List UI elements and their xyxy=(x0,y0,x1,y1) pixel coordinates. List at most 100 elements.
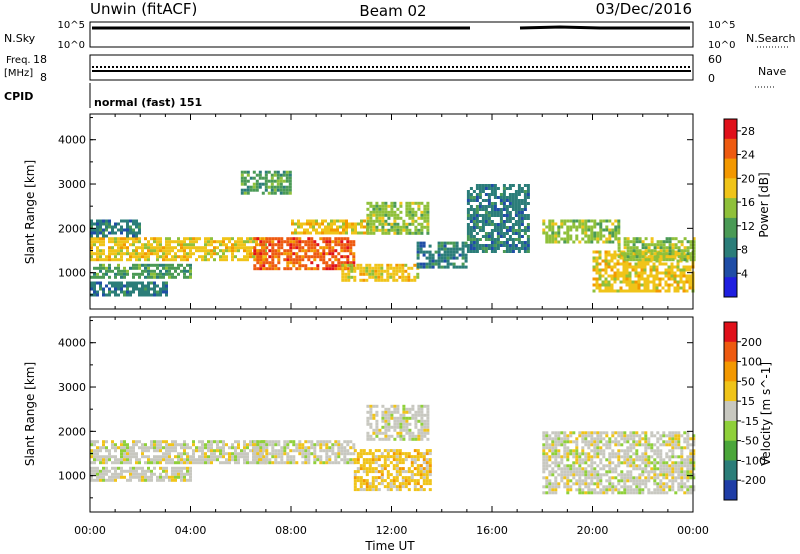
heatmap-cell xyxy=(237,246,240,250)
heatmap-cell xyxy=(249,249,252,253)
heatmap-cell xyxy=(557,443,561,447)
heatmap-cell xyxy=(341,263,345,267)
heatmap-cell xyxy=(401,458,405,462)
heatmap-cell xyxy=(420,416,424,420)
heatmap-cell xyxy=(195,246,198,250)
heatmap-cell xyxy=(469,232,473,235)
heatmap-cell xyxy=(505,226,509,229)
heatmap-cell xyxy=(271,261,275,265)
heatmap-cell xyxy=(243,443,246,447)
heatmap-cell xyxy=(304,446,308,450)
heatmap-cell xyxy=(325,252,329,256)
heatmap-cell xyxy=(276,185,280,189)
heatmap-cell xyxy=(120,228,123,232)
heatmap-region xyxy=(291,219,369,235)
heatmap-cell xyxy=(153,449,156,453)
heatmap-cell xyxy=(584,234,588,238)
heatmap-cell xyxy=(393,219,397,223)
heatmap-cell xyxy=(490,202,494,205)
heatmap-cell xyxy=(225,246,228,250)
heatmap-cell xyxy=(566,464,570,468)
heatmap-cell xyxy=(393,210,397,214)
heatmap-cell xyxy=(590,449,594,453)
heatmap-cell xyxy=(487,202,491,205)
heatmap-cell xyxy=(96,252,99,256)
heatmap-cell xyxy=(380,278,384,282)
heatmap-cell xyxy=(688,274,692,278)
heatmap-cell xyxy=(689,449,693,453)
heatmap-cell xyxy=(171,249,174,253)
heatmap-cell xyxy=(150,287,153,291)
heatmap-cell xyxy=(277,243,281,247)
heatmap-cell xyxy=(614,452,618,456)
heatmap-cell xyxy=(688,265,692,269)
heatmap-cell xyxy=(644,443,648,447)
heatmap-cell xyxy=(587,443,591,447)
heatmap-cell xyxy=(420,216,424,220)
heatmap-cell xyxy=(662,249,666,253)
heatmap-cell xyxy=(268,461,272,465)
heatmap-cell xyxy=(401,482,405,486)
heatmap-cell xyxy=(374,485,378,489)
heatmap-cell xyxy=(671,237,675,241)
heatmap-cell xyxy=(141,255,144,259)
heatmap-cell xyxy=(626,252,630,256)
heatmap-cell xyxy=(569,431,573,435)
heatmap-cell xyxy=(575,446,579,450)
heatmap-cell xyxy=(174,275,177,279)
heatmap-cell xyxy=(578,467,582,471)
heatmap-cell xyxy=(655,265,659,269)
heatmap-cell xyxy=(366,201,370,205)
heatmap-cell xyxy=(659,443,663,447)
heatmap-cell xyxy=(683,464,687,468)
heatmap-cell xyxy=(165,458,168,462)
heatmap-cell xyxy=(608,470,612,474)
heatmap-cell xyxy=(168,452,171,456)
heatmap-cell xyxy=(426,416,430,420)
heatmap-cell xyxy=(620,461,624,465)
heatmap-cell xyxy=(478,190,482,193)
heatmap-cell xyxy=(395,272,399,276)
heatmap-cell xyxy=(614,225,618,229)
heatmap-cell xyxy=(102,461,105,465)
heatmap-cell xyxy=(343,243,347,247)
heatmap-cell xyxy=(201,246,204,250)
heatmap-cell xyxy=(369,437,373,441)
heatmap-cell xyxy=(328,446,332,450)
heatmap-cell xyxy=(587,464,591,468)
heatmap-cell xyxy=(138,281,141,285)
heatmap-cell xyxy=(416,265,420,269)
heatmap-cell xyxy=(629,458,633,462)
heatmap-cell xyxy=(374,449,378,453)
heatmap-cell xyxy=(414,437,418,441)
heatmap-cell xyxy=(237,440,240,444)
heatmap-cell xyxy=(590,479,594,483)
heatmap-cell xyxy=(282,170,286,174)
heatmap-cell xyxy=(325,446,329,450)
heatmap-cell xyxy=(496,187,500,190)
heatmap-cell xyxy=(259,449,263,453)
heatmap-cell xyxy=(301,246,305,250)
heatmap-cell xyxy=(475,226,479,229)
heatmap-cell xyxy=(613,280,617,284)
heatmap-cell xyxy=(334,237,338,241)
heatmap-cell xyxy=(677,252,681,256)
heatmap-cell xyxy=(180,446,183,450)
heatmap-cell xyxy=(401,479,405,483)
heatmap-cell xyxy=(401,269,405,273)
heatmap-cell xyxy=(246,185,250,189)
heatmap-cell xyxy=(99,258,102,262)
heatmap-cell xyxy=(198,455,201,459)
heatmap-cell xyxy=(141,475,144,479)
heatmap-cell xyxy=(102,231,105,235)
heatmap-cell xyxy=(156,443,159,447)
heatmap-cell xyxy=(120,458,123,462)
heatmap-cell xyxy=(581,458,585,462)
heatmap-cell xyxy=(617,479,621,483)
heatmap-cell xyxy=(658,271,662,275)
heatmap-cell xyxy=(673,280,677,284)
heatmap-cell xyxy=(377,470,381,474)
heatmap-cell xyxy=(231,458,234,462)
heatmap-cell xyxy=(417,228,421,232)
heatmap-cell xyxy=(608,437,612,441)
